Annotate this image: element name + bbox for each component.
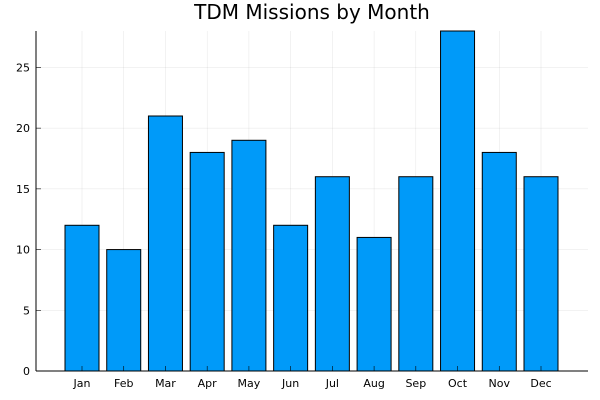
axes: 0 5 10 15 20 25 Jan Feb Mar Apr May Jun Jul Aug Sep Oct… xyxy=(16,31,588,390)
bar-aug xyxy=(356,236,392,372)
x-tick-label: Jun xyxy=(281,377,299,390)
x-tick-label: Dec xyxy=(530,377,551,390)
y-tick-label: 5 xyxy=(23,304,30,317)
bar-feb xyxy=(106,249,142,372)
x-tick-label: Feb xyxy=(114,377,133,390)
bar-jun xyxy=(273,224,309,372)
x-tick-label: Jul xyxy=(325,377,339,390)
x-tick-label: Mar xyxy=(155,377,176,390)
bar-jul xyxy=(314,176,350,372)
bars xyxy=(64,30,559,372)
x-tick-label: Aug xyxy=(363,377,384,390)
bar-jan xyxy=(64,224,100,372)
bar-mar xyxy=(147,115,183,372)
y-tick-label: 0 xyxy=(23,365,30,378)
bar-nov xyxy=(481,151,517,372)
x-tick-label: Jan xyxy=(73,377,91,390)
x-tick-label: May xyxy=(238,377,261,390)
y-tick-label: 25 xyxy=(16,61,30,74)
x-tick-label: Nov xyxy=(489,377,511,390)
bar-may xyxy=(231,139,267,372)
y-tick-label: 10 xyxy=(16,244,30,257)
bar-sep xyxy=(398,176,434,372)
bar-dec xyxy=(523,176,559,372)
y-tick-label: 20 xyxy=(16,122,30,135)
y-tick-label: 15 xyxy=(16,183,30,196)
x-tick-label: Sep xyxy=(405,377,426,390)
bar-oct xyxy=(440,30,476,372)
chart-title: TDM Missions by Month xyxy=(193,0,430,24)
x-tick-label: Apr xyxy=(198,377,218,390)
bar-apr xyxy=(189,151,225,372)
x-tick-label: Oct xyxy=(448,377,468,390)
